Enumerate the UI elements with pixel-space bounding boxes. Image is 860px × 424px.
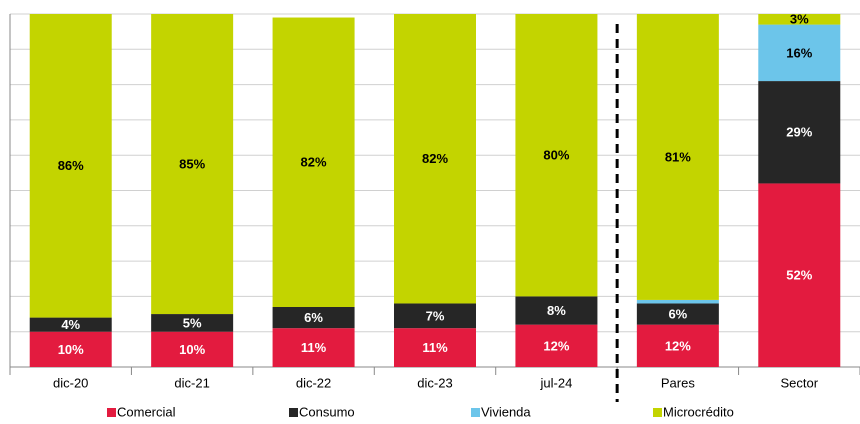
bar-segment — [515, 14, 598, 297]
x-tick-label: dic-21 — [174, 375, 209, 390]
bar-segment — [29, 317, 112, 332]
data-label: 82% — [422, 151, 448, 166]
data-label: 16% — [786, 45, 812, 60]
data-label: 12% — [665, 338, 691, 353]
x-tick-label: dic-20 — [53, 375, 88, 390]
bar-segment — [151, 314, 234, 332]
x-tick-label: dic-23 — [417, 375, 452, 390]
data-label: 10% — [58, 342, 84, 357]
bar-segment — [636, 324, 719, 367]
bar-segment — [636, 14, 719, 300]
bar-segment — [29, 14, 112, 318]
legend-swatch — [471, 408, 480, 417]
legend-label: Comercial — [117, 404, 176, 419]
bar-segment — [758, 24, 841, 82]
legend-label: Microcrédito — [663, 404, 734, 419]
data-label: 29% — [786, 125, 812, 140]
x-tick-label: Pares — [661, 375, 695, 390]
bar-segment — [272, 17, 355, 307]
data-label: 3% — [790, 12, 809, 27]
bar-segment — [272, 328, 355, 367]
data-label: 12% — [543, 338, 569, 353]
data-label: 82% — [301, 155, 327, 170]
data-label: 7% — [426, 308, 445, 323]
bar-segment — [151, 14, 234, 315]
bar-segment — [636, 299, 719, 304]
data-label: 6% — [304, 310, 323, 325]
data-label: 6% — [668, 306, 687, 321]
bar-segment — [394, 14, 476, 304]
legend-swatch — [289, 408, 298, 417]
data-label: 11% — [422, 340, 448, 355]
x-tick-label: jul-24 — [540, 375, 573, 390]
data-label: 81% — [665, 149, 691, 164]
legend-swatch — [107, 408, 116, 417]
data-label: 4% — [61, 317, 80, 332]
data-label: 80% — [543, 148, 569, 163]
bar-segment — [758, 81, 841, 184]
bar-segment — [394, 303, 476, 329]
legend-label: Consumo — [299, 404, 355, 419]
bar-segment — [758, 14, 841, 25]
legend-swatch — [653, 408, 662, 417]
data-label: 85% — [179, 156, 205, 171]
data-label: 52% — [786, 268, 812, 283]
bar-segment — [515, 296, 598, 325]
x-tick-label: Sector — [780, 375, 818, 390]
bar-segment — [636, 303, 719, 325]
bar-segment — [272, 306, 355, 329]
bar-segment — [151, 331, 234, 367]
bar-segment — [394, 328, 476, 367]
bar-segment — [515, 324, 598, 367]
data-label: 11% — [301, 340, 327, 355]
data-label: 8% — [547, 303, 566, 318]
legend-label: Vivienda — [481, 404, 531, 419]
data-label: 5% — [183, 315, 202, 330]
data-label: 86% — [58, 158, 84, 173]
bar-segment — [758, 183, 841, 367]
data-label: 10% — [179, 342, 205, 357]
x-tick-label: dic-22 — [296, 375, 331, 390]
bar-segment — [29, 331, 112, 367]
